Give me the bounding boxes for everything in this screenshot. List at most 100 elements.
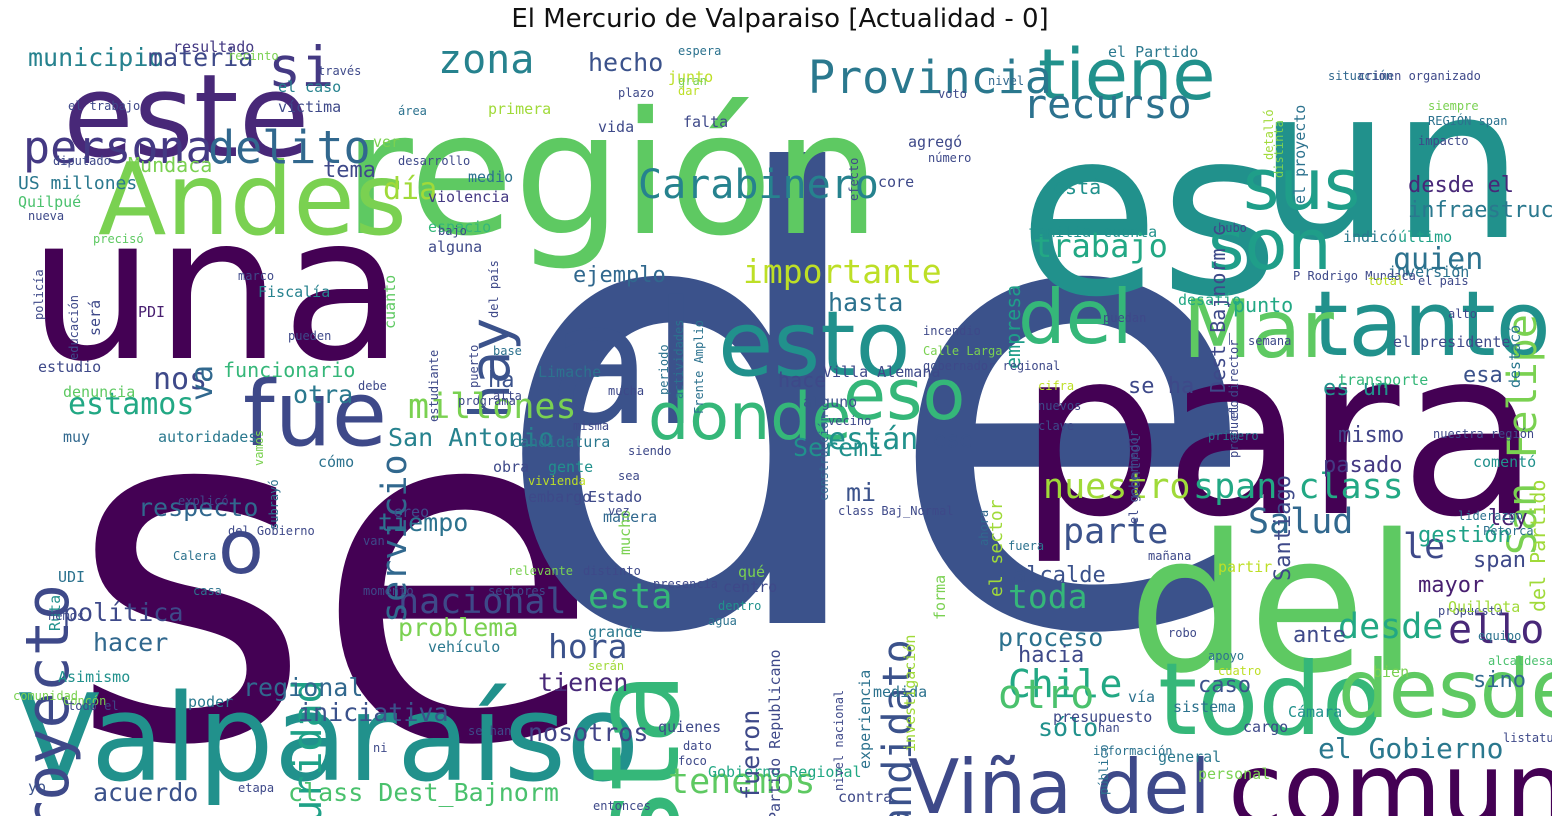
word-235: voto	[938, 87, 967, 101]
word-91: respecto	[138, 493, 259, 522]
word-254: nueva	[28, 209, 65, 223]
word-131: precisó	[93, 232, 144, 246]
word-224: puedan	[1103, 311, 1147, 325]
word-114: punto	[1233, 293, 1294, 317]
word-135: denuncia	[63, 383, 136, 401]
word-211: personal	[1198, 765, 1271, 783]
word-99: hacia	[1018, 643, 1085, 668]
word-39: nacional	[398, 582, 567, 622]
word-184: investigación	[901, 634, 919, 752]
word-297: total	[1368, 274, 1405, 288]
word-259: policía	[32, 269, 46, 321]
word-145: el caso	[278, 78, 342, 96]
word-80: materia	[148, 43, 254, 72]
word-93: mi	[846, 478, 877, 507]
word-148: violencia	[428, 188, 510, 206]
word-5: región	[343, 76, 881, 274]
word-208: información	[1093, 744, 1173, 758]
word-174: Limache	[538, 363, 602, 381]
word-59: sólo	[1038, 713, 1099, 742]
word-261: será	[86, 299, 104, 336]
word-85: día	[383, 172, 438, 207]
word-161: qué	[738, 563, 766, 581]
word-52: quien	[1393, 242, 1484, 277]
word-296: entonces	[593, 799, 651, 813]
word-102: pasado	[1323, 453, 1403, 478]
word-170: momento	[363, 584, 414, 598]
word-129: US millones	[18, 173, 138, 194]
word-234: nivel	[988, 74, 1025, 88]
word-133: PDI	[138, 303, 166, 321]
word-4: para	[1018, 301, 1541, 568]
word-106: mayor	[1418, 573, 1485, 598]
word-70: nosotros	[528, 718, 649, 747]
word-212: listaturismo	[1503, 731, 1552, 745]
word-255: bajo	[438, 224, 467, 238]
word-98: proceso	[998, 623, 1104, 652]
word-241: falta	[683, 113, 729, 131]
word-190: P Rodrigo Mundaca	[1293, 269, 1416, 283]
word-260: educación	[67, 294, 81, 360]
word-35: si	[268, 40, 335, 99]
word-130: Quilpué	[18, 193, 82, 211]
word-257: marco	[238, 269, 275, 283]
word-284: distinto	[583, 564, 641, 578]
word-171: sectores	[488, 584, 546, 598]
word-179: medida	[873, 683, 928, 701]
word-267: incendio	[923, 324, 981, 338]
word-18: esto	[718, 292, 911, 397]
word-76: San Antonio	[388, 423, 554, 452]
word-41: millones	[408, 387, 577, 427]
word-278: explicó	[178, 494, 229, 508]
word-74: nos	[153, 362, 208, 397]
word-75: va	[185, 364, 220, 401]
word-1: de	[488, 49, 1263, 770]
word-146: víctima	[278, 98, 342, 116]
word-17: Mar	[1183, 283, 1334, 376]
word-89: ha	[488, 368, 515, 393]
word-228: el proyecto	[1291, 104, 1309, 204]
word-26: eso	[843, 354, 966, 436]
word-258: pueden	[288, 329, 332, 343]
word-186: ahora	[977, 509, 991, 546]
word-103: ley	[1488, 506, 1528, 531]
word-239: efecto	[847, 157, 861, 202]
word-185: class Baj_Normal	[838, 504, 954, 518]
word-49: importante	[743, 252, 942, 291]
word-24: del	[1018, 273, 1133, 361]
word-153: base	[493, 344, 522, 358]
word-84: tema	[323, 158, 376, 183]
word-72: regional	[243, 673, 364, 702]
word-266: Frente Amplio	[692, 319, 706, 414]
word-154: candidatura	[511, 433, 611, 451]
word-53: están	[828, 422, 919, 457]
word-55: parte	[1063, 512, 1169, 552]
word-3: es	[1018, 81, 1280, 348]
word-166: vehículo	[428, 638, 501, 656]
word-288: Concón	[63, 694, 107, 708]
word-205: cargo	[1243, 718, 1289, 736]
word-112: del Partido	[1526, 479, 1550, 612]
word-62: acuerdo	[93, 778, 199, 807]
word-274: misma	[573, 419, 610, 433]
word-57: le	[1403, 527, 1446, 567]
word-140: UDI	[58, 568, 86, 586]
word-265: actividades	[672, 319, 686, 400]
word-47: el Gobierno	[1318, 732, 1504, 765]
word-283: Calera	[173, 549, 217, 563]
word-10: este	[63, 50, 310, 184]
word-199: equipo	[1478, 629, 1522, 643]
word-249: el trabajo	[68, 99, 141, 113]
word-157: embargo	[528, 488, 592, 506]
word-16: tanto	[1313, 272, 1551, 377]
word-126: Dest_Bajnorm c	[1206, 224, 1230, 393]
word-232: siempre	[1428, 99, 1479, 113]
word-42: Salud	[1248, 502, 1354, 542]
word-7: del	[1128, 494, 1419, 715]
word-44: Chile	[1008, 662, 1123, 706]
word-149: medio	[468, 168, 514, 186]
word-256: del país	[487, 259, 501, 318]
word-285: relevante	[508, 564, 574, 578]
word-271: debe	[358, 379, 387, 393]
word-187: presencia	[653, 577, 719, 591]
